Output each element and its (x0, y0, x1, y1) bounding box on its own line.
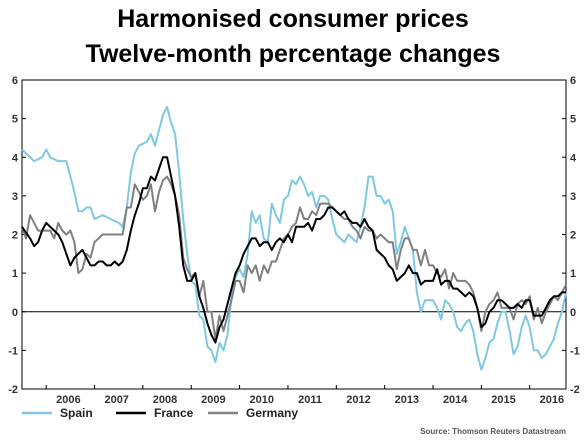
y-tick-label-right: 0 (570, 307, 576, 319)
x-tick-label: 2016 (540, 394, 564, 406)
y-axis-right: -2 -1 0 1 2 3 4 5 6 (562, 75, 580, 396)
x-tick-label: 2006 (56, 394, 80, 406)
x-tick-label: 2010 (250, 394, 274, 406)
y-tick-label-left: 0 (12, 307, 18, 319)
y-tick-label-right: 5 (570, 114, 576, 126)
y-tick-label-left: 4 (12, 152, 19, 164)
x-tick-label: 2008 (153, 394, 177, 406)
legend-label-spain: Spain (60, 406, 93, 420)
x-axis: 2006 2007 2008 2009 2010 2011 2012 2013 2014 2015… (45, 385, 564, 406)
y-axis-left: -2 -1 0 1 2 3 4 5 6 (8, 75, 26, 396)
y-tick-label-right: -1 (570, 345, 580, 357)
series-lines (21, 106, 567, 371)
x-tick-label: 2013 (395, 394, 419, 406)
chart-subtitle: Twelve-month percentage changes (86, 40, 501, 68)
x-tick-label: 2007 (104, 394, 128, 406)
y-tick-label-left: 2 (12, 230, 18, 242)
legend-label-germany: Germany (246, 406, 298, 420)
series-line-france (21, 156, 566, 344)
y-tick-label-right: 6 (570, 75, 576, 87)
y-tick-label-right: 3 (570, 191, 576, 203)
y-tick-label-left: 1 (12, 268, 18, 280)
series-line-spain (21, 106, 567, 371)
y-tick-label-left: -2 (8, 384, 18, 396)
y-tick-label-right: 1 (570, 268, 576, 280)
legend: Spain France Germany (22, 406, 298, 420)
x-tick-label: 2015 (491, 394, 515, 406)
y-tick-label-left: 6 (12, 75, 18, 87)
y-tick-label-right: 4 (570, 152, 577, 164)
x-tick-label: 2014 (443, 394, 468, 406)
y-tick-label-right: 2 (570, 230, 576, 242)
legend-label-france: France (154, 406, 194, 420)
x-tick-label: 2011 (298, 394, 322, 406)
chart-title: Harmonised consumer prices (117, 5, 469, 33)
x-tick-label: 2009 (201, 394, 225, 406)
y-tick-label-right: -2 (570, 384, 580, 396)
x-tick-label: 2012 (346, 394, 370, 406)
series-line-germany (21, 175, 567, 340)
y-tick-label-left: 3 (12, 191, 18, 203)
source-note: Source: Thomson Reuters Datastream (420, 427, 566, 436)
y-tick-label-left: 5 (12, 114, 18, 126)
y-tick-label-left: -1 (8, 345, 18, 357)
